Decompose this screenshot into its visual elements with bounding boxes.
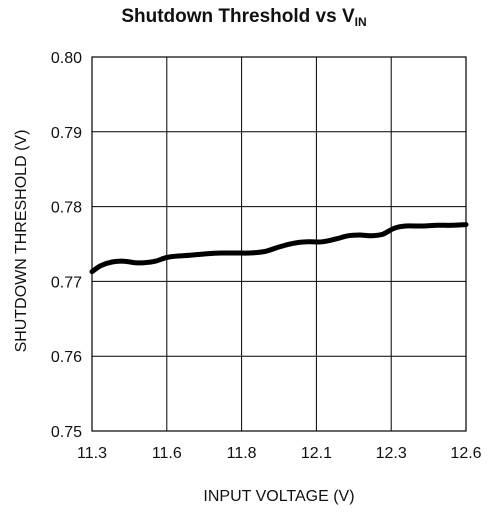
x-tick-label: 12.3 [376, 445, 407, 462]
y-tick-label: 0.78 [51, 200, 82, 217]
grid-vertical [166, 57, 392, 431]
x-tick-label: 11.3 [77, 445, 107, 462]
x-tick-label: 12.1 [301, 445, 332, 462]
y-tick-label: 0.80 [51, 50, 82, 67]
y-tick-label: 0.75 [51, 424, 82, 441]
y-tick-label: 0.79 [51, 125, 82, 142]
chart-title-subscript: IN [354, 15, 367, 29]
y-axis-label: SHUTDOWN THRESHOLD (V) [13, 129, 30, 353]
x-axis-label: INPUT VOLTAGE (V) [203, 488, 355, 505]
plot-frame [91, 56, 467, 432]
chart-title: Shutdown Threshold vs VIN [0, 6, 488, 29]
series-line [89, 222, 469, 275]
x-tick-labels: 11.3 11.6 11.8 12.1 12.3 12.6 [77, 445, 482, 462]
y-tick-label: 0.76 [51, 349, 82, 366]
x-tick-label: 12.6 [450, 445, 481, 462]
y-tick-label: 0.77 [51, 274, 82, 291]
chart-title-main: Shutdown Threshold vs V [121, 6, 355, 27]
y-tick-labels: 0.75 0.76 0.77 0.78 0.79 0.80 [51, 50, 82, 441]
x-tick-label: 11.8 [227, 445, 257, 462]
x-tick-label: 11.6 [152, 445, 182, 462]
grid-horizontal [92, 131, 466, 357]
